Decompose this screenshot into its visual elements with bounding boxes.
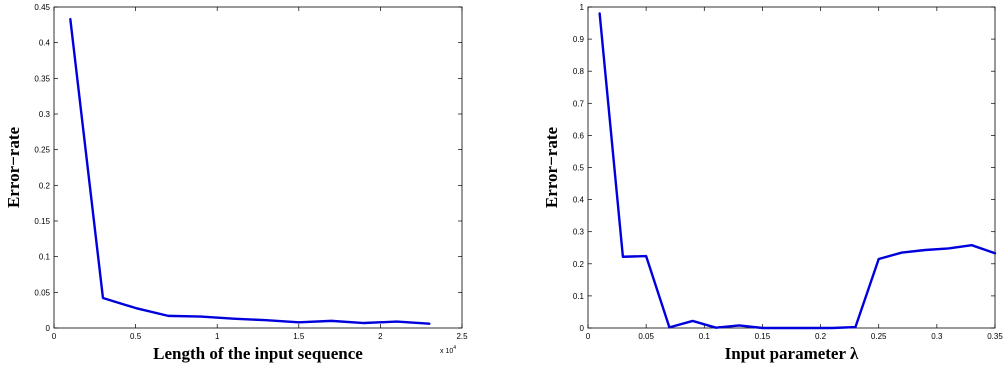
y-tick-label: 0 xyxy=(46,324,51,333)
x-exponent-base: x 10 xyxy=(440,348,453,355)
x-axis-label: Length of the input sequence xyxy=(153,344,363,363)
y-tick-label: 0.9 xyxy=(573,35,585,44)
y-tick-label: 0.15 xyxy=(34,217,50,226)
y-tick-label: 0.2 xyxy=(39,181,51,190)
error-rate-vs-sequence-length-chart: 0 0.5 1 1.5 2 2.5 0 0.05 0.1 0.15 0.2 0.25 0.3 0.35 0.… xyxy=(4,3,468,363)
y-tick-label: 0.2 xyxy=(573,260,585,269)
y-tick-label: 0.4 xyxy=(573,196,585,205)
plot-frame xyxy=(53,6,463,329)
y-tick-label: 0.05 xyxy=(34,288,50,297)
y-tick-label: 0.1 xyxy=(39,253,51,262)
y-tick-label: 0.1 xyxy=(573,292,585,301)
series-line xyxy=(69,17,431,325)
plot-frame xyxy=(587,6,996,329)
y-axis-label: Error−rate xyxy=(542,126,561,208)
x-axis-label: Input parameter λ xyxy=(725,344,859,363)
y-tick-label: 0.6 xyxy=(573,131,585,140)
x-exponent-power: 4 xyxy=(453,345,456,351)
x-tick-label: 0.2 xyxy=(815,332,827,341)
y-tick-label: 0.7 xyxy=(573,99,585,108)
y-tick-label: 0.45 xyxy=(34,3,50,12)
x-tick-label: 2 xyxy=(378,332,383,341)
x-tick-label: 0.15 xyxy=(755,332,771,341)
x-tick-label: 0 xyxy=(586,332,591,341)
y-tick-label: 0.3 xyxy=(39,110,51,119)
y-tick-label: 0 xyxy=(580,324,585,333)
x-tick-label: 1 xyxy=(215,332,220,341)
y-tick-label: 0.25 xyxy=(34,146,50,155)
y-tick-label: 0.35 xyxy=(34,74,50,83)
x-tick-label: 0.35 xyxy=(987,332,1003,341)
x-tick-label: 0.05 xyxy=(638,332,654,341)
x-tick-label: 0.1 xyxy=(699,332,711,341)
y-tick-label: 1 xyxy=(580,3,585,12)
y-tick-label: 0.4 xyxy=(39,39,51,48)
error-rate-vs-lambda-chart: 0 0.05 0.1 0.15 0.2 0.25 0.3 0.35 0 0.1 0.2 0.3 0.4 0… xyxy=(542,3,1003,363)
y-tick-label: 0.5 xyxy=(573,164,585,173)
x-tick-label: 0 xyxy=(52,332,57,341)
x-tick-label: 0.3 xyxy=(931,332,943,341)
x-tick-label: 1.5 xyxy=(293,332,305,341)
x-tick-label: 0.5 xyxy=(130,332,142,341)
x-tick-label: 2.5 xyxy=(456,332,468,341)
y-tick-label: 0.8 xyxy=(573,67,585,76)
series-line xyxy=(598,12,997,330)
y-axis-label: Error−rate xyxy=(4,126,23,208)
x-exponent-label: x 104 xyxy=(440,345,456,355)
x-tick-label: 0.25 xyxy=(871,332,887,341)
y-tick-label: 0.3 xyxy=(573,228,585,237)
